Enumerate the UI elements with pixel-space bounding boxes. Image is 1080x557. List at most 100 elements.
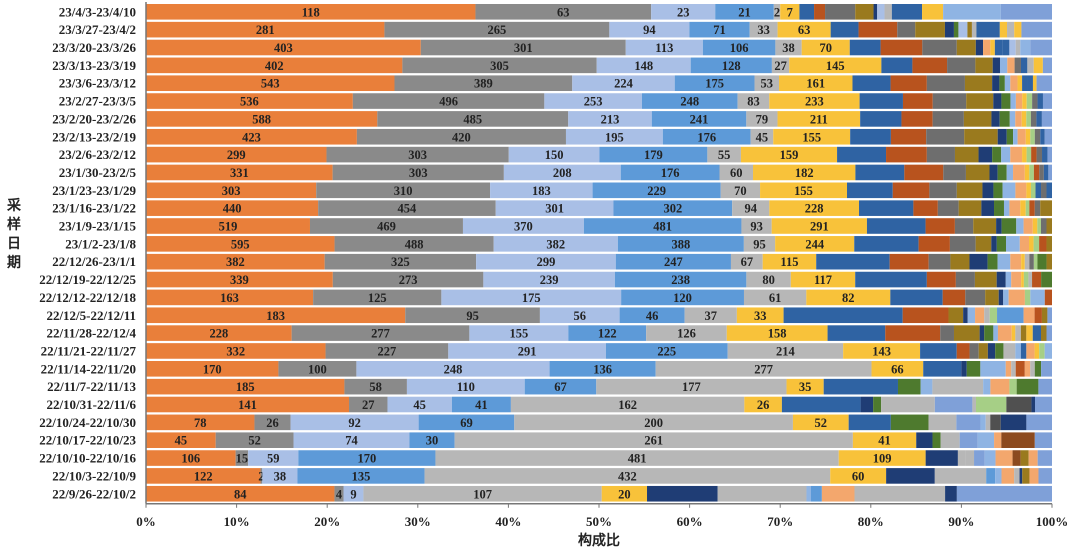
bar-segment	[771, 57, 790, 74]
bar-segment	[1021, 271, 1024, 288]
segment-value-label: 176	[697, 130, 716, 144]
bar-segment	[409, 432, 455, 448]
bar-segment	[1042, 146, 1048, 163]
bar-segment	[248, 450, 299, 466]
bar-segment	[928, 253, 951, 270]
bar-segment	[146, 343, 326, 359]
bar-segment	[377, 111, 569, 127]
segment-value-label: 588	[252, 112, 271, 126]
segment-value-label: 2	[774, 5, 780, 19]
bar-segment	[1000, 4, 1052, 20]
bar-segment	[934, 468, 987, 484]
bar-segment	[1034, 361, 1042, 377]
bar-segment	[146, 164, 333, 181]
bar-segment	[1048, 164, 1052, 181]
bar-segment	[950, 253, 970, 270]
bar-segment	[947, 57, 976, 74]
bar-segment	[984, 450, 996, 466]
bar-segment	[984, 325, 994, 341]
bar-segment	[619, 307, 685, 324]
bar-segment	[940, 432, 960, 448]
segment-value-label: 496	[439, 95, 458, 109]
bar-segment	[975, 57, 993, 74]
bar-segment	[1015, 343, 1021, 359]
bar-segment	[1027, 57, 1034, 74]
bar-segment	[922, 39, 957, 56]
bar-segment	[1028, 450, 1038, 466]
bar-segment	[647, 485, 718, 502]
bar-segment	[1041, 361, 1052, 377]
bar-segment	[1001, 146, 1011, 163]
bar-segment	[1036, 111, 1042, 127]
bar-segment	[956, 485, 1052, 502]
segment-value-label: 15	[236, 452, 249, 466]
segment-value-label: 45	[175, 434, 188, 448]
segment-value-label: 182	[795, 166, 814, 180]
bar-segment	[855, 164, 905, 181]
bar-segment	[568, 325, 647, 341]
bar-segment	[651, 111, 747, 127]
bar-segment	[1017, 75, 1023, 91]
bar-segment	[1038, 468, 1052, 484]
bar-segment	[762, 253, 817, 270]
bar-segment	[146, 57, 403, 74]
bar-row: 303 310 183 229 70 155	[146, 182, 1052, 199]
bar-segment	[1009, 200, 1021, 216]
bar-segment	[1011, 361, 1016, 377]
bar-segment	[146, 182, 317, 199]
segment-value-label: 122	[598, 327, 617, 341]
bar-segment	[1026, 325, 1033, 341]
segment-value-label: 143	[872, 344, 891, 358]
bar-segment	[891, 4, 923, 20]
bar-segment	[984, 307, 990, 324]
bar-segment	[1037, 253, 1047, 270]
bar-row: 185 58 110 67 177 35	[146, 378, 1052, 395]
bar-segment	[1029, 468, 1039, 484]
y-category-label: 23/4/3-23/4/10	[59, 4, 136, 19]
bar-segment	[1031, 146, 1037, 163]
bar-segment	[995, 468, 1002, 484]
bar-segment	[146, 271, 333, 288]
bar-segment	[1019, 468, 1023, 484]
bar-segment	[146, 307, 406, 324]
segment-value-label: 60	[852, 469, 865, 483]
segment-value-label: 248	[680, 95, 699, 109]
bar-segment	[997, 128, 1007, 145]
bar-segment	[943, 164, 966, 181]
bar-segment	[995, 343, 1004, 359]
bar-segment	[920, 343, 957, 359]
bar-segment	[775, 236, 855, 252]
bar-segment	[349, 396, 388, 413]
bar-segment	[989, 164, 998, 181]
bar-segment	[1035, 396, 1052, 413]
bar-segment	[986, 468, 996, 484]
bar-segment	[746, 111, 778, 127]
bar-segment	[881, 57, 913, 74]
bar-segment	[1037, 218, 1042, 234]
segment-value-label: 303	[409, 166, 428, 180]
y-category-label: 22/10/3-22/10/9	[52, 468, 136, 483]
bar-segment	[1001, 93, 1011, 109]
segment-value-label: 161	[806, 77, 825, 91]
x-axis-ticks: 0% 10% 20% 30% 40% 50% 60% 70% 80% 90% 100%	[136, 503, 1068, 529]
segment-value-label: 233	[805, 95, 824, 109]
segment-value-label: 71	[713, 23, 726, 37]
bar-segment	[992, 57, 1000, 74]
bar-segment	[945, 485, 957, 502]
bar-segment	[740, 146, 838, 163]
bar-segment	[352, 93, 545, 109]
segment-value-label: 158	[768, 327, 787, 341]
segment-value-label: 244	[805, 237, 825, 251]
segment-value-label: 38	[782, 41, 795, 55]
segment-value-label: 432	[618, 469, 637, 483]
bar-segment	[1032, 271, 1042, 288]
bar-row: 228 277 155 122 126 158	[146, 325, 1052, 341]
segment-value-label: 107	[473, 487, 492, 501]
bar-segment	[1021, 253, 1025, 270]
bar-segment	[146, 21, 385, 38]
segment-value-label: 27	[774, 59, 787, 73]
bar-segment	[925, 450, 958, 466]
bar-segment	[1011, 271, 1022, 288]
bar-segment	[789, 57, 882, 74]
